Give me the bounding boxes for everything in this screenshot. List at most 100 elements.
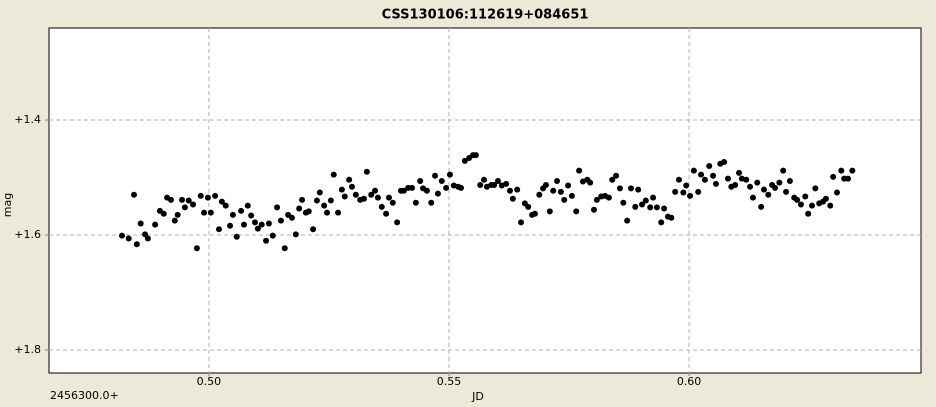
data-point (137, 220, 144, 227)
data-point (378, 203, 385, 210)
data-point (783, 188, 790, 195)
data-point (827, 202, 834, 209)
data-point (557, 188, 564, 195)
data-point (573, 208, 580, 215)
data-point (394, 219, 401, 226)
data-point (244, 202, 251, 209)
data-point (409, 184, 416, 191)
data-point (133, 241, 140, 248)
data-point (330, 171, 337, 178)
data-point (576, 167, 583, 174)
data-point (368, 191, 375, 198)
data-point (531, 210, 538, 217)
data-point (292, 231, 299, 238)
data-point (130, 191, 137, 198)
data-point (327, 197, 334, 204)
data-point (254, 225, 261, 232)
data-point (680, 189, 687, 196)
data-point (201, 209, 208, 216)
data-point (385, 194, 392, 201)
data-point (274, 204, 281, 211)
data-point (218, 198, 225, 205)
data-point (675, 176, 682, 183)
data-point (639, 201, 646, 208)
data-point (712, 180, 719, 187)
data-point (383, 210, 390, 217)
data-point (352, 191, 359, 198)
data-point (724, 175, 731, 182)
data-point (509, 195, 516, 202)
data-point (732, 181, 739, 188)
data-point (698, 171, 705, 178)
data-point (281, 245, 288, 252)
data-point (144, 235, 151, 242)
data-point (849, 167, 856, 174)
data-point (772, 184, 779, 191)
data-point (797, 201, 804, 208)
data-point (277, 217, 284, 224)
data-point (632, 203, 639, 210)
data-point (786, 177, 793, 184)
data-point (683, 182, 690, 189)
data-point (546, 208, 553, 215)
data-point (695, 188, 702, 195)
data-point (794, 196, 801, 203)
data-point (591, 206, 597, 213)
data-point (721, 158, 728, 165)
data-point (624, 217, 631, 224)
data-point (160, 210, 167, 217)
data-point (822, 195, 829, 202)
data-point (374, 194, 381, 201)
data-point (125, 235, 132, 242)
data-point (838, 167, 845, 174)
data-point (251, 219, 258, 226)
data-point (765, 191, 772, 198)
data-point (179, 196, 186, 203)
data-point (561, 196, 568, 203)
data-point (118, 232, 125, 239)
data-point (706, 163, 713, 169)
x-tick-label: 0.55 (437, 375, 462, 388)
y-tick-label: +1.6 (14, 228, 41, 241)
data-point (758, 203, 765, 210)
data-point (360, 195, 367, 202)
data-point (265, 220, 272, 227)
data-point (542, 181, 549, 188)
data-point (802, 193, 809, 200)
data-point (747, 183, 754, 190)
data-point (609, 176, 616, 183)
data-point (288, 214, 295, 221)
data-point (833, 189, 840, 196)
x-offset-label: 2456300.0+ (50, 389, 119, 402)
data-point (613, 172, 620, 179)
data-point (627, 185, 634, 192)
data-point (749, 194, 756, 201)
data-point (299, 196, 306, 203)
data-point (305, 208, 312, 215)
data-point (438, 177, 445, 184)
data-point (316, 189, 323, 196)
data-point (324, 209, 331, 216)
data-point (197, 192, 204, 199)
data-point (263, 237, 270, 244)
data-point (346, 176, 353, 183)
x-tick-label: 0.50 (197, 375, 222, 388)
data-point (812, 185, 819, 192)
data-point (457, 184, 464, 191)
data-point (525, 203, 532, 210)
data-point (229, 211, 236, 218)
data-point (152, 221, 159, 228)
data-point (481, 176, 488, 183)
data-point (348, 183, 355, 190)
data-point (472, 152, 479, 159)
data-point (428, 199, 435, 206)
data-point (653, 204, 660, 211)
data-point (565, 182, 572, 189)
data-point (650, 194, 657, 201)
data-point (620, 199, 627, 206)
data-point (233, 233, 240, 240)
data-point (690, 167, 697, 174)
data-point (701, 176, 708, 183)
